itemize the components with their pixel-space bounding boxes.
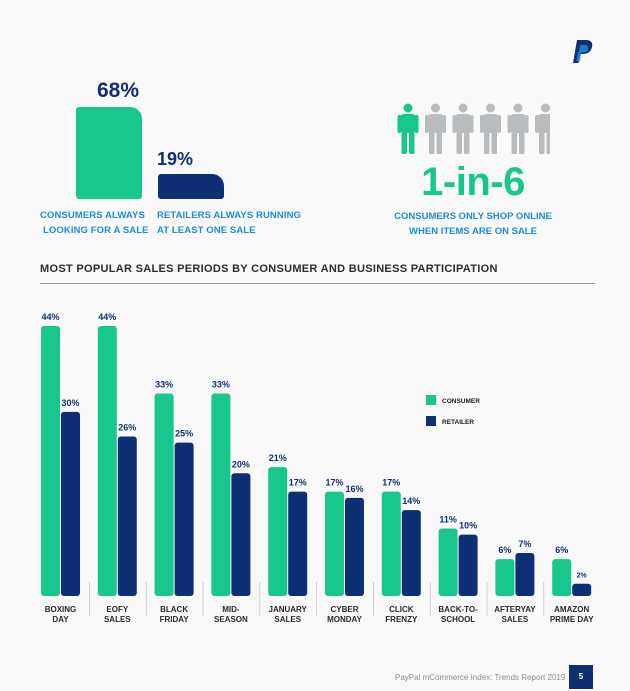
bar-consumer: [41, 326, 60, 596]
data-label-consumer: 44%: [98, 312, 116, 322]
bar-retailer: [572, 583, 592, 596]
footer-report-title: PayPal mCommerce Index: Trends Report 20…: [395, 673, 566, 682]
bar-retailer: [401, 510, 421, 596]
data-label-consumer: 6%: [555, 545, 568, 555]
bar-retailer: [288, 491, 308, 596]
person-icon: [535, 103, 550, 154]
legend-label: CONSUMER: [442, 398, 480, 405]
data-label-retailer: 14%: [402, 496, 420, 506]
data-label-retailer: 7%: [518, 539, 531, 549]
legend-swatch: [426, 416, 436, 426]
bar-consumer: [268, 467, 288, 596]
data-label-consumer: 44%: [41, 312, 59, 322]
consumer-kpi-bar: [76, 107, 142, 199]
retailer-kpi-value: 19%: [157, 149, 194, 169]
bar-retailer: [345, 497, 364, 596]
consumer-kpi-value: 68%: [97, 79, 140, 102]
bar-consumer: [495, 559, 515, 596]
data-label-retailer: 16%: [345, 484, 363, 494]
retailer-kpi-caption-line1: RETAILERS ALWAYS RUNNING: [157, 210, 302, 221]
data-label-retailer: 25%: [175, 429, 193, 439]
category-label: MID-SEASON: [214, 605, 248, 624]
bar-consumer: [552, 559, 572, 596]
person-icon: [480, 103, 501, 154]
people-pictogram: [397, 103, 550, 154]
consumer-kpi-caption: CONSUMERS ALWAYS LOOKING FOR A SALE: [40, 208, 149, 238]
consumer-kpi-caption-line1: CONSUMERS ALWAYS: [40, 210, 145, 221]
category-label: EOFY SALES: [104, 605, 131, 624]
category-label: CYBER MONDAY: [327, 605, 362, 624]
bar-retailer: [61, 411, 80, 596]
ratio-caption: CONSUMERS ONLY SHOP ONLINE WHEN ITEMS AR…: [380, 209, 566, 239]
person-highlighted-icon: [397, 103, 419, 154]
data-label-retailer: 17%: [289, 478, 307, 488]
data-label-consumer: 6%: [498, 545, 511, 555]
bar-consumer: [381, 491, 401, 596]
chart-title: MOST POPULAR SALES PERIODS BY CONSUMER A…: [40, 263, 498, 275]
data-label-consumer: 21%: [269, 453, 287, 463]
chart-legend: CONSUMER RETAILER: [426, 395, 480, 426]
bar-retailer: [515, 553, 535, 596]
data-label-consumer: 33%: [212, 380, 230, 390]
data-label-consumer: 33%: [155, 380, 173, 390]
category-label: CLICK FRENZY: [385, 605, 418, 624]
bar-retailer: [458, 534, 478, 596]
retailer-kpi-caption: RETAILERS ALWAYS RUNNING AT LEAST ONE SA…: [157, 208, 301, 238]
sales-periods-bar-chart: 44% 30% BOXING DAY 44% 26% EOFY SALES 33% 25% BLAC…: [41, 312, 594, 624]
ratio-caption-line2: WHEN ITEMS ARE ON SALE: [409, 226, 537, 237]
bar-retailer: [231, 473, 251, 596]
bar-consumer: [97, 326, 117, 596]
paypal-logo-icon: [573, 40, 593, 63]
person-icon: [425, 103, 446, 154]
data-label-retailer: 20%: [232, 459, 250, 469]
title-divider: [40, 283, 595, 284]
data-label-retailer: 2%: [577, 573, 588, 580]
category-label: BLACK FRIDAY: [160, 605, 190, 624]
category-label: BOXING DAY: [45, 605, 77, 624]
page-number-badge: 5: [569, 665, 593, 689]
category-label: AMAZON PRIME DAY: [550, 605, 594, 624]
ratio-caption-line1: CONSUMERS ONLY SHOP ONLINE: [394, 211, 552, 222]
data-label-consumer: 17%: [325, 478, 343, 488]
retailer-kpi-bar: [158, 174, 224, 199]
data-label-consumer: 17%: [382, 478, 400, 488]
bar-retailer: [174, 442, 194, 596]
data-label-retailer: 26%: [118, 422, 136, 432]
bar-retailer: [117, 436, 137, 596]
ratio-value: 1-in-6: [421, 160, 525, 204]
person-icon: [452, 103, 474, 154]
retailer-kpi-caption-line2: AT LEAST ONE SALE: [157, 225, 256, 236]
data-label-consumer: 11%: [439, 515, 457, 525]
category-label: JANUARY SALES: [269, 605, 308, 624]
legend-label: RETAILER: [442, 419, 474, 426]
category-label: BACK-TO-SCHOOL: [438, 605, 478, 624]
bar-consumer: [154, 393, 174, 596]
bar-consumer: [325, 491, 344, 596]
category-label: AFTERYAY SALES: [494, 605, 536, 624]
bar-consumer: [211, 393, 231, 596]
person-icon: [507, 103, 529, 154]
data-label-retailer: 30%: [61, 398, 79, 408]
data-label-retailer: 10%: [459, 521, 477, 531]
legend-swatch: [426, 395, 436, 405]
consumer-kpi-caption-line2: LOOKING FOR A SALE: [43, 225, 149, 236]
bar-consumer: [438, 528, 458, 596]
